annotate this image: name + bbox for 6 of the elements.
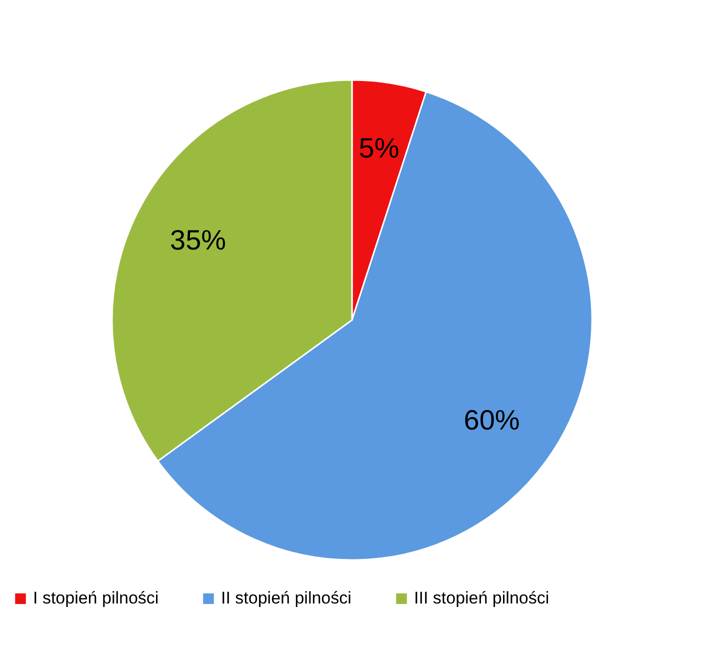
legend-label: III stopień pilności: [414, 588, 550, 608]
data-label: 35%: [170, 224, 226, 256]
data-label: 60%: [464, 404, 520, 436]
data-label: 5%: [358, 132, 400, 164]
legend-label: II stopień pilności: [221, 588, 352, 608]
legend-label: I stopień pilności: [33, 588, 159, 608]
